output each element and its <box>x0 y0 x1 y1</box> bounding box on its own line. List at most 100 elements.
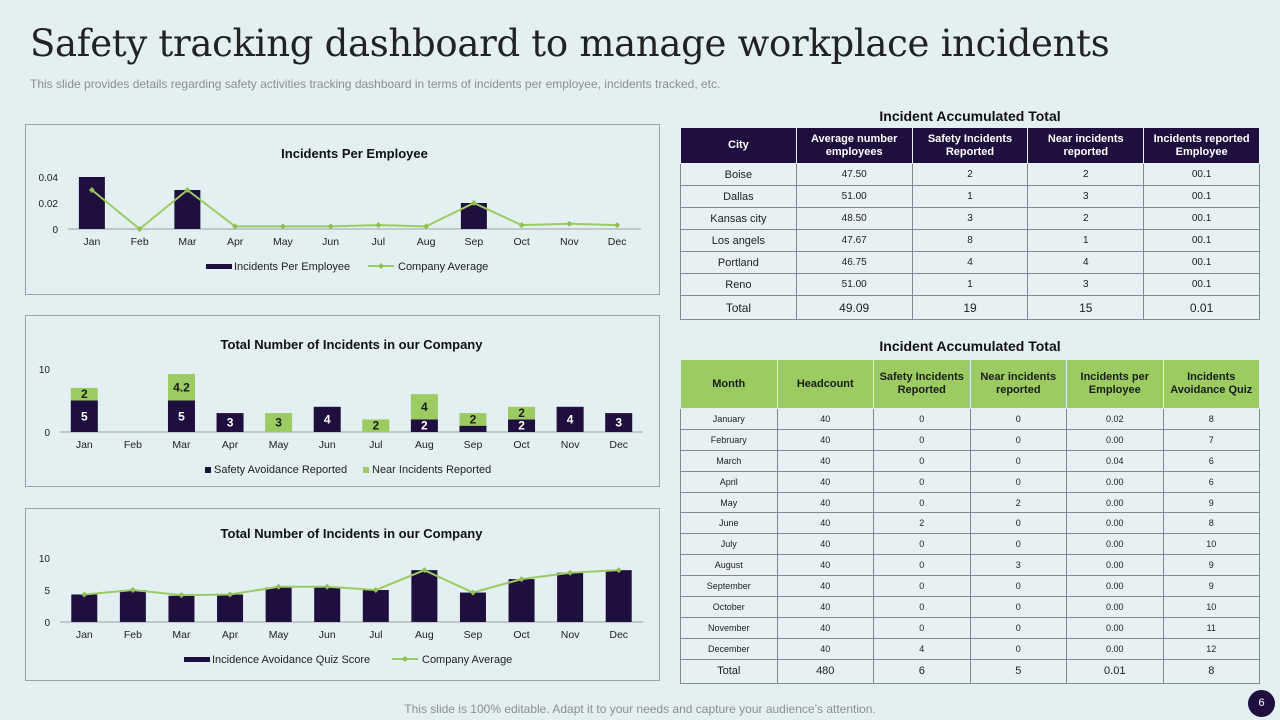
column-header: Incidents per Employee <box>1066 359 1164 409</box>
data-label: 3 <box>227 416 234 430</box>
chart-title: Total Number of Incidents in our Company <box>221 337 484 352</box>
column-header: Headcount <box>776 359 874 409</box>
table-cell: Total <box>680 295 797 320</box>
total-incidents-stacked-panel: Total Number of Incidents in our Company… <box>25 315 660 487</box>
y-tick-label: 10 <box>39 554 51 565</box>
x-tick-label: Oct <box>513 236 529 248</box>
table-cell: 480 <box>776 658 874 684</box>
table-cell: Kansas city <box>680 207 797 230</box>
table-cell: 00.1 <box>1143 185 1260 208</box>
x-tick-label: Feb <box>124 439 142 451</box>
x-tick-label: Oct <box>513 439 529 451</box>
line-point <box>469 589 476 596</box>
x-tick-label: Aug <box>415 439 434 451</box>
x-tick-label: Nov <box>560 236 579 248</box>
bar-safety-avoidance <box>216 413 244 432</box>
y-tick-label: 0 <box>44 428 50 439</box>
line-point <box>470 200 477 206</box>
table-cell: 1 <box>1027 229 1145 252</box>
table-cell: 40 <box>776 533 874 556</box>
x-tick-label: Jan <box>83 236 100 248</box>
table-cell: 48.50 <box>795 207 913 230</box>
table-cell: 8 <box>911 229 1029 252</box>
table-cell: 51.00 <box>795 185 913 208</box>
table-row: June 40 2 0 0.00 8 <box>680 512 1260 535</box>
table-cell: 6 <box>873 658 971 684</box>
data-label: 4 <box>567 412 574 426</box>
table-cell: 0.02 <box>1066 408 1164 430</box>
table-cell: 19 <box>911 295 1029 320</box>
slide-subtitle: This slide provides details regarding sa… <box>30 77 721 91</box>
table-cell: 2 <box>1027 207 1145 230</box>
table-cell: 5 <box>969 658 1067 684</box>
legend-swatch-bar <box>184 657 210 662</box>
table-cell: 0.01 <box>1143 295 1260 320</box>
table-cell: 0 <box>873 408 971 430</box>
table-cell: Portland <box>680 251 797 274</box>
line-point <box>423 223 430 230</box>
line-point <box>136 226 143 232</box>
table-cell: August <box>680 554 778 577</box>
bar-may <box>265 587 292 622</box>
table-cell: 0.00 <box>1066 491 1164 514</box>
data-label: 2 <box>81 387 88 401</box>
x-tick-label: Jul <box>369 439 382 451</box>
x-tick-label: Sep <box>464 629 483 641</box>
legend-label: Near Incidents Reported <box>372 464 491 476</box>
legend-label: Safety Avoidance Reported <box>214 464 347 476</box>
table-cell: 10 <box>1162 533 1260 556</box>
line-point <box>279 223 286 230</box>
table-header-row: City Average number employees Safety Incid… <box>680 127 1260 164</box>
legend-label: Company Average <box>398 261 488 273</box>
table-cell: 40 <box>776 616 874 639</box>
table-row: February 40 0 0 0.00 7 <box>680 428 1260 451</box>
bar-near-incidents <box>167 374 195 401</box>
table-cell: 6 <box>1162 449 1260 472</box>
quiz-score-chart: Total Number of Incidents in our Company… <box>39 526 643 666</box>
x-tick-label: Sep <box>465 236 484 248</box>
table-cell: 40 <box>776 449 874 472</box>
x-tick-label: Aug <box>417 236 436 248</box>
line-point <box>81 591 88 598</box>
page-number-badge: 6 <box>1248 690 1275 717</box>
table-total-row: Total 49.09 19 15 0.01 <box>680 295 1260 320</box>
table-cell: 0 <box>969 449 1067 472</box>
table-cell: 0.04 <box>1066 449 1164 472</box>
x-tick-label: Dec <box>609 439 628 451</box>
x-tick-label: May <box>269 629 290 641</box>
column-header: City <box>680 127 797 164</box>
y-tick-label: 0.02 <box>39 199 59 210</box>
x-tick-label: May <box>273 236 294 248</box>
table-cell: March <box>680 449 778 472</box>
table-cell: 40 <box>776 428 874 451</box>
data-label: 4 <box>324 412 331 426</box>
bar-jan <box>78 177 105 229</box>
table-cell: Dallas <box>680 185 797 208</box>
table-cell: September <box>680 575 778 598</box>
table-cell: 0.00 <box>1066 596 1164 618</box>
x-tick-label: May <box>269 439 290 451</box>
bar-apr <box>217 594 244 622</box>
y-tick-label: 0 <box>52 225 58 236</box>
bar-safety-avoidance <box>605 413 633 432</box>
chart-title: Total Number of Incidents in our Company <box>221 526 484 541</box>
total-incidents-stacked-chart: Total Number of Incidents in our Company… <box>39 337 643 476</box>
bar-near-incidents <box>362 419 390 432</box>
table-row: Kansas city 48.50 3 2 00.1 <box>680 207 1260 230</box>
data-label: 5 <box>178 409 185 423</box>
bar-aug <box>411 570 438 622</box>
line-point <box>129 587 136 593</box>
x-tick-label: Jun <box>319 629 336 641</box>
line-point <box>566 220 573 227</box>
table-cell: 3 <box>1027 185 1145 208</box>
table-header-row: Month Headcount Safety Incidents Reported N… <box>680 359 1260 409</box>
bar-near-incidents <box>410 394 438 420</box>
chart-title: Incidents Per Employee <box>281 146 428 161</box>
y-tick-label: 5 <box>44 586 50 597</box>
bar-near-incidents <box>459 413 487 426</box>
table-cell: 3 <box>969 554 1067 577</box>
table-row: April 40 0 0 0.00 6 <box>680 470 1260 493</box>
table-cell: February <box>680 428 778 451</box>
bar-safety-avoidance <box>508 419 536 432</box>
table-row: November 40 0 0 0.00 11 <box>680 616 1260 639</box>
